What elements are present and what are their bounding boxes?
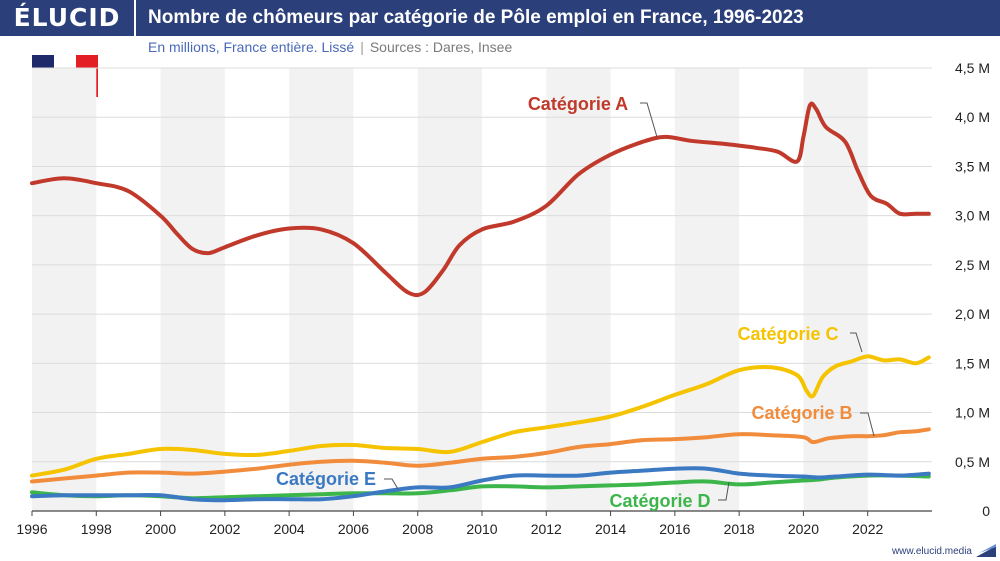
grid-band — [32, 68, 97, 511]
x-tick-label: 2008 — [402, 521, 433, 537]
elucid-mark-icon — [976, 544, 996, 557]
subtitle-sources: Sources : Dares, Insee — [369, 39, 513, 55]
series-label-catgoried: Catégorie D — [609, 491, 710, 511]
y-tick-label: 4,5 M — [955, 60, 990, 76]
x-tick-label: 2004 — [274, 521, 305, 537]
leader-line-catgoriee — [384, 478, 399, 490]
y-tick-label: 0,5 M — [955, 454, 990, 470]
x-tick-label: 2016 — [659, 521, 690, 537]
x-tick-label: 2006 — [338, 521, 369, 537]
series-line-catgorieb — [30, 427, 931, 484]
x-tick-label: 2018 — [724, 521, 755, 537]
grid-band — [546, 68, 611, 511]
x-tick-label: 2022 — [852, 521, 883, 537]
leader-line-catgoriec — [850, 332, 863, 353]
grid-band — [289, 68, 354, 511]
x-tick-label: 2010 — [466, 521, 497, 537]
y-tick-label: 1,5 M — [955, 355, 990, 371]
leader-line-catgoriea — [640, 102, 658, 138]
elucid-logo: ÉLUCID — [13, 3, 121, 32]
y-tick-label: 3,5 M — [955, 158, 990, 174]
header-bar: ÉLUCID Nombre de chômeurs par catégorie … — [0, 0, 1000, 36]
series-label-catgoriec: Catégorie C — [737, 324, 838, 344]
series-label-catgoriee: Catégorie E — [276, 469, 376, 489]
series-line-catgoriec — [30, 354, 931, 478]
subtitle-main: En millions, France entière. Lissé — [148, 39, 355, 55]
series-label-catgorieb: Catégorie B — [751, 403, 852, 423]
series-label-catgoriea: Catégorie A — [528, 94, 628, 114]
series-line-catgoriea — [30, 101, 931, 298]
x-tick-label: 2002 — [209, 521, 240, 537]
y-tick-label: 0 — [982, 503, 990, 519]
x-tick-label: 2020 — [788, 521, 819, 537]
subtitle-separator: | — [360, 39, 364, 55]
x-tick-label: 2014 — [595, 521, 626, 537]
leader-line-catgorieb — [860, 412, 875, 437]
y-tick-label: 3,0 M — [955, 208, 990, 224]
chart-subtitle: En millions, France entière. Lissé | Sourc… — [148, 39, 512, 55]
footer-url: www.elucid.media — [891, 546, 972, 557]
grid-band — [674, 68, 740, 511]
leader-line-catgoried — [718, 481, 730, 501]
y-tick-label: 1,0 M — [955, 405, 990, 421]
chart-title: Nombre de chômeurs par catégorie de Pôle… — [148, 7, 804, 28]
series-line-catgoriee — [30, 466, 931, 503]
header-divider — [134, 0, 136, 36]
y-tick-label: 2,0 M — [955, 306, 990, 322]
y-tick-label: 4,0 M — [955, 109, 990, 125]
x-tick-label: 1996 — [16, 521, 47, 537]
grid-band — [160, 68, 225, 511]
x-tick-label: 2000 — [145, 521, 176, 537]
x-tick-label: 1998 — [81, 521, 112, 537]
y-tick-label: 2,5 M — [955, 257, 990, 273]
x-tick-label: 2012 — [531, 521, 562, 537]
